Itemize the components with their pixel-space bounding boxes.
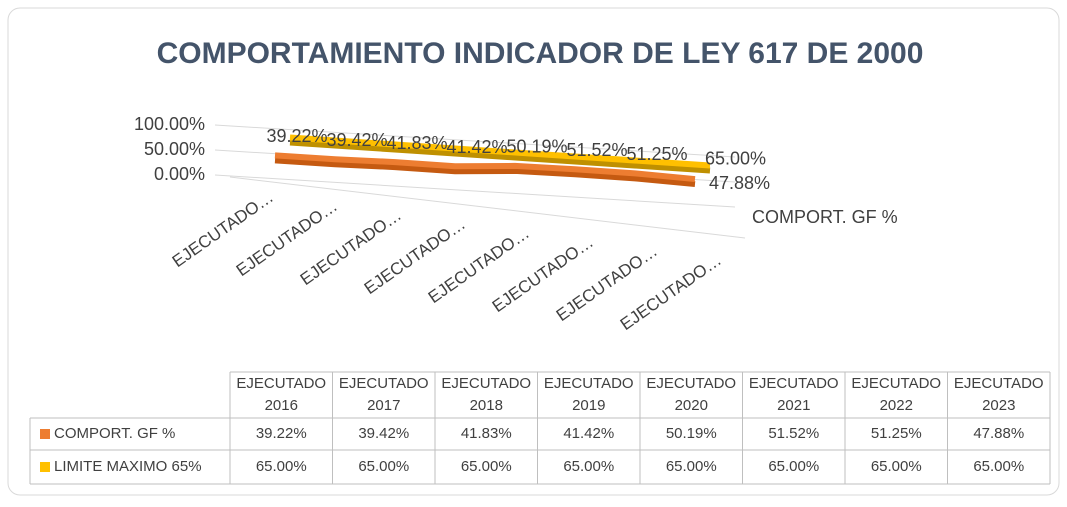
table-cell: 50.19%: [666, 425, 717, 442]
chart-title: COMPORTAMIENTO INDICADOR DE LEY 617 DE 2…: [157, 37, 924, 70]
y-tick-label: 0.00%: [154, 164, 205, 184]
table-cell: 65.00%: [358, 458, 409, 475]
legend-label: LIMITE MAXIMO 65%: [54, 458, 202, 475]
legend-swatch: [40, 462, 50, 472]
y-tick-label: 50.00%: [144, 139, 205, 159]
table-cell: 65.00%: [563, 458, 614, 475]
table-cell: 41.42%: [563, 425, 614, 442]
table-header: EJECUTADO 2019: [544, 375, 634, 414]
table-header: EJECUTADO 2018: [441, 375, 531, 414]
grid-line: [214, 124, 736, 158]
table-header: EJECUTADO 2020: [646, 375, 736, 414]
data-label: 39.42%: [326, 130, 387, 150]
table-cell: 65.00%: [973, 458, 1024, 475]
table-cell: 65.00%: [768, 458, 819, 475]
series-line: [289, 134, 711, 169]
series-side: [274, 157, 696, 188]
table-cell: 39.42%: [358, 425, 409, 442]
table-header: EJECUTADO 2021: [749, 375, 839, 414]
data-label: 41.83%: [386, 133, 447, 153]
data-label: 50.19%: [506, 137, 567, 157]
legend-swatch: [40, 429, 50, 439]
table-cell: 65.00%: [871, 458, 922, 475]
chart-frame: [7, 7, 1060, 496]
y-tick-label: 100.00%: [134, 114, 205, 134]
legend-label: COMPORT. GF %: [54, 425, 175, 442]
table-cell: 51.52%: [768, 425, 819, 442]
data-label: 65.00%: [705, 148, 766, 168]
data-label: 51.52%: [566, 140, 627, 160]
table-header: EJECUTADO 2022: [851, 375, 941, 414]
table-cell: 65.00%: [256, 458, 307, 475]
data-label: 39.22%: [266, 126, 327, 146]
data-label: 47.88%: [709, 173, 770, 193]
table-header: EJECUTADO 2017: [339, 375, 429, 414]
table-header: EJECUTADO 2016: [236, 375, 326, 414]
table-cell: 39.22%: [256, 425, 307, 442]
data-label: 51.25%: [626, 144, 687, 164]
series-line: [274, 152, 696, 183]
axis-line: [229, 176, 746, 239]
table-header: EJECUTADO 2023: [954, 375, 1044, 414]
table-cell: 51.25%: [871, 425, 922, 442]
grid-line: [214, 174, 736, 208]
table-cell: 65.00%: [461, 458, 512, 475]
table-cell: 41.83%: [461, 425, 512, 442]
table-cell: 47.88%: [973, 425, 1024, 442]
data-label: 41.42%: [446, 137, 507, 157]
depth-axis-label: COMPORT. GF %: [752, 207, 898, 227]
table-cell: 65.00%: [666, 458, 717, 475]
series-side: [289, 139, 711, 174]
